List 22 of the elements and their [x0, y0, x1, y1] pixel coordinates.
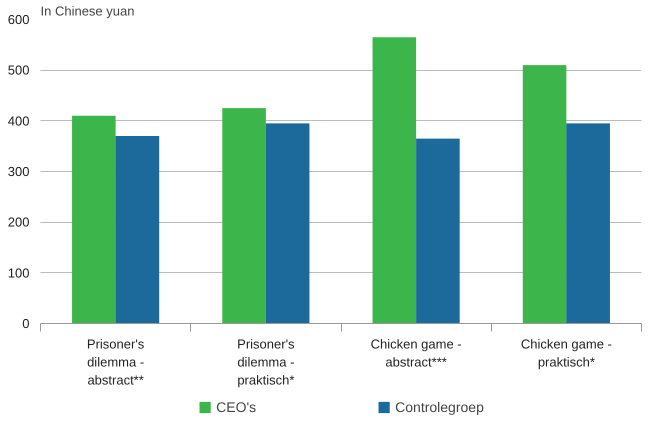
bar: [266, 123, 310, 324]
bar: [116, 136, 160, 324]
bar: [416, 138, 460, 324]
y-tick-label: 300: [8, 164, 30, 179]
y-tick-label: 200: [8, 214, 30, 230]
bar: [222, 108, 266, 324]
bar: [372, 37, 416, 324]
legend-label: Controlegroep: [395, 399, 484, 415]
bar: [72, 116, 116, 324]
x-tick-label: Prisoner's dilemma - abstract**: [86, 336, 145, 388]
y-tick-label: 600: [8, 12, 30, 27]
y-tick-label: 500: [8, 62, 30, 78]
legend-label: CEO's: [216, 399, 256, 415]
x-tick-label: Chicken game - praktisch*: [520, 336, 612, 370]
x-tick-label: Prisoner's dilemma - praktisch*: [237, 336, 296, 388]
y-tick-label: 100: [8, 265, 30, 280]
bar: [522, 65, 566, 324]
bar: [566, 123, 610, 324]
y-axis-title: In Chinese yuan: [40, 4, 134, 18]
y-tick-label: 0: [22, 316, 30, 331]
y-tick-label: 400: [8, 113, 30, 128]
x-tick-label: Chicken game - abstract***: [370, 336, 462, 370]
